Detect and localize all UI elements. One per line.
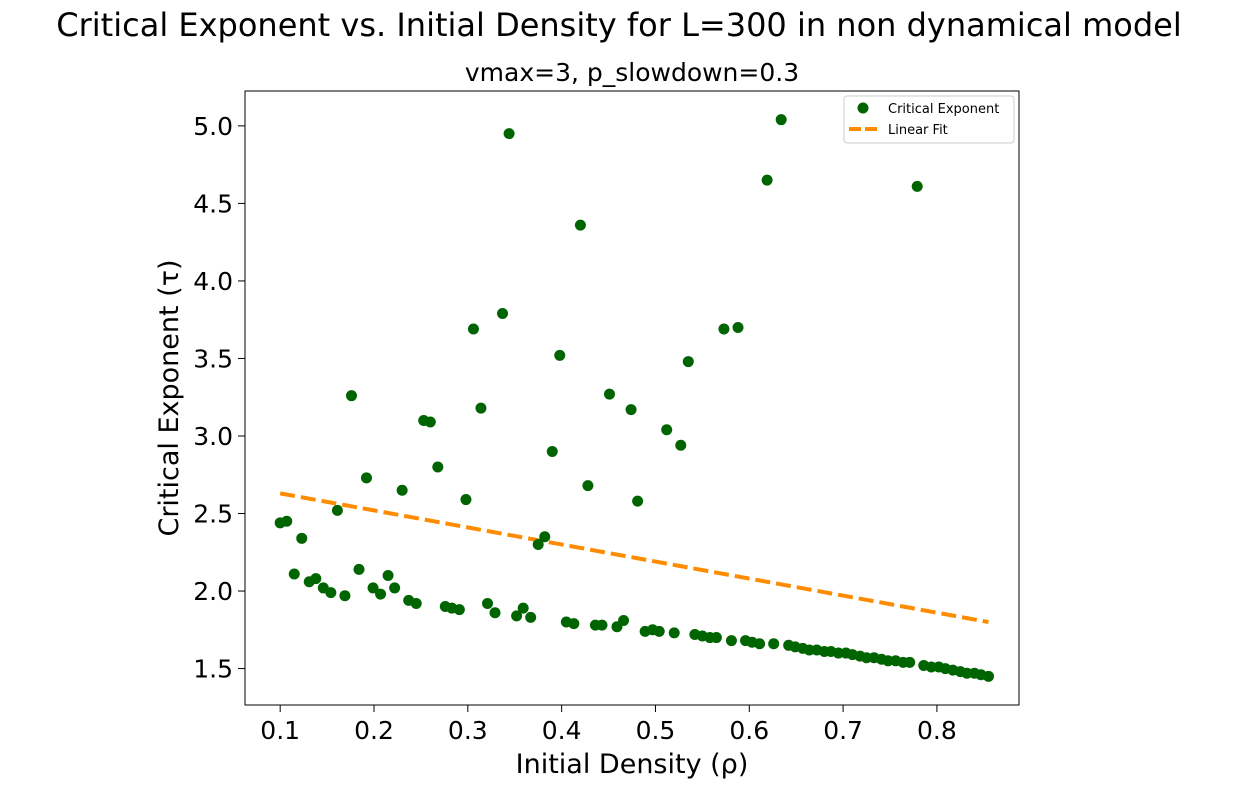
- data-point: [754, 638, 766, 650]
- legend-label-critical-exponent: Critical Exponent: [888, 102, 999, 117]
- data-point: [710, 632, 722, 644]
- data-point: [382, 570, 394, 582]
- data-point: [375, 588, 387, 600]
- data-point: [632, 495, 644, 507]
- plot-area: [245, 91, 1019, 705]
- data-point: [568, 618, 580, 630]
- data-point: [718, 323, 730, 335]
- linear-fit-line: [279, 491, 989, 625]
- data-point: [582, 480, 594, 492]
- y-tick-label: 2.5: [193, 500, 233, 529]
- data-point: [331, 504, 343, 516]
- data-point: [467, 323, 479, 335]
- data-point: [360, 472, 372, 484]
- data-point: [475, 402, 487, 414]
- data-point: [675, 439, 687, 451]
- x-tick-label: 0.5: [636, 716, 676, 745]
- data-point: [618, 614, 630, 626]
- data-point: [554, 349, 566, 361]
- data-point: [546, 445, 558, 457]
- y-tick-label: 3.5: [193, 344, 233, 373]
- y-axis-label: Critical Exponent (τ): [154, 259, 185, 536]
- data-point: [310, 573, 322, 585]
- data-point: [503, 128, 515, 140]
- data-point: [389, 582, 401, 594]
- data-point: [653, 625, 665, 637]
- data-point: [460, 494, 472, 506]
- data-point: [603, 388, 615, 400]
- plot-frame: [244, 90, 1020, 706]
- y-tick-label: 2.0: [193, 577, 233, 606]
- legend: Critical Exponent Linear Fit: [843, 95, 1015, 144]
- data-point: [775, 114, 787, 126]
- x-tick-label: 0.7: [823, 716, 863, 745]
- data-point: [661, 424, 673, 436]
- data-point: [761, 174, 773, 186]
- y-tick-label: 4.5: [193, 189, 233, 218]
- scatter-points: [274, 114, 995, 682]
- data-point: [396, 484, 408, 496]
- data-point: [725, 635, 737, 647]
- x-tick-label: 0.3: [448, 716, 488, 745]
- x-tick-label: 0.6: [729, 716, 769, 745]
- data-point: [296, 532, 308, 544]
- data-point: [288, 568, 300, 580]
- data-point: [625, 404, 637, 416]
- data-point: [768, 638, 780, 650]
- data-point: [511, 610, 523, 622]
- legend-label-linear-fit: Linear Fit: [888, 123, 948, 138]
- data-point: [345, 390, 357, 402]
- data-point: [410, 597, 422, 609]
- y-tick-label: 1.5: [193, 655, 233, 684]
- data-point: [482, 597, 494, 609]
- x-tick-label: 0.4: [542, 716, 582, 745]
- data-point: [911, 180, 923, 192]
- x-tick-label: 0.1: [260, 716, 300, 745]
- chart-subtitle: vmax=3, p_slowdown=0.3: [465, 58, 799, 87]
- data-point: [539, 531, 551, 543]
- data-point: [497, 307, 509, 319]
- y-tick-label: 5.0: [193, 112, 233, 141]
- data-point: [281, 515, 293, 527]
- data-point: [353, 563, 365, 575]
- x-tick-label: 0.2: [354, 716, 394, 745]
- data-point: [682, 356, 694, 368]
- data-point: [517, 602, 529, 614]
- data-point: [367, 582, 379, 594]
- data-point: [339, 590, 351, 602]
- y-axis-ticks: 1.5 2.0 2.5 3.0 3.5 4.0 4.5 5.0: [193, 112, 245, 684]
- data-point: [453, 604, 465, 616]
- data-point: [596, 619, 608, 631]
- data-point: [574, 219, 586, 231]
- data-point: [325, 587, 337, 599]
- data-point: [489, 607, 501, 619]
- data-point: [532, 539, 544, 551]
- x-tick-label: 0.8: [917, 716, 957, 745]
- data-point: [668, 627, 680, 639]
- data-point: [424, 416, 436, 428]
- data-point: [904, 656, 916, 668]
- y-tick-label: 4.0: [193, 267, 233, 296]
- data-point: [525, 611, 537, 623]
- data-point: [983, 670, 995, 682]
- legend-frame: [843, 95, 1015, 144]
- y-tick-label: 3.0: [193, 422, 233, 451]
- legend-marker-critical-exponent: [857, 102, 869, 114]
- x-axis-label: Initial Density (ρ): [516, 749, 749, 780]
- data-point: [732, 321, 744, 333]
- data-point: [432, 461, 444, 473]
- chart-title: Critical Exponent vs. Initial Density fo…: [56, 6, 1181, 44]
- x-axis-ticks: 0.1 0.2 0.3 0.4 0.5 0.6 0.7 0.8: [260, 705, 957, 745]
